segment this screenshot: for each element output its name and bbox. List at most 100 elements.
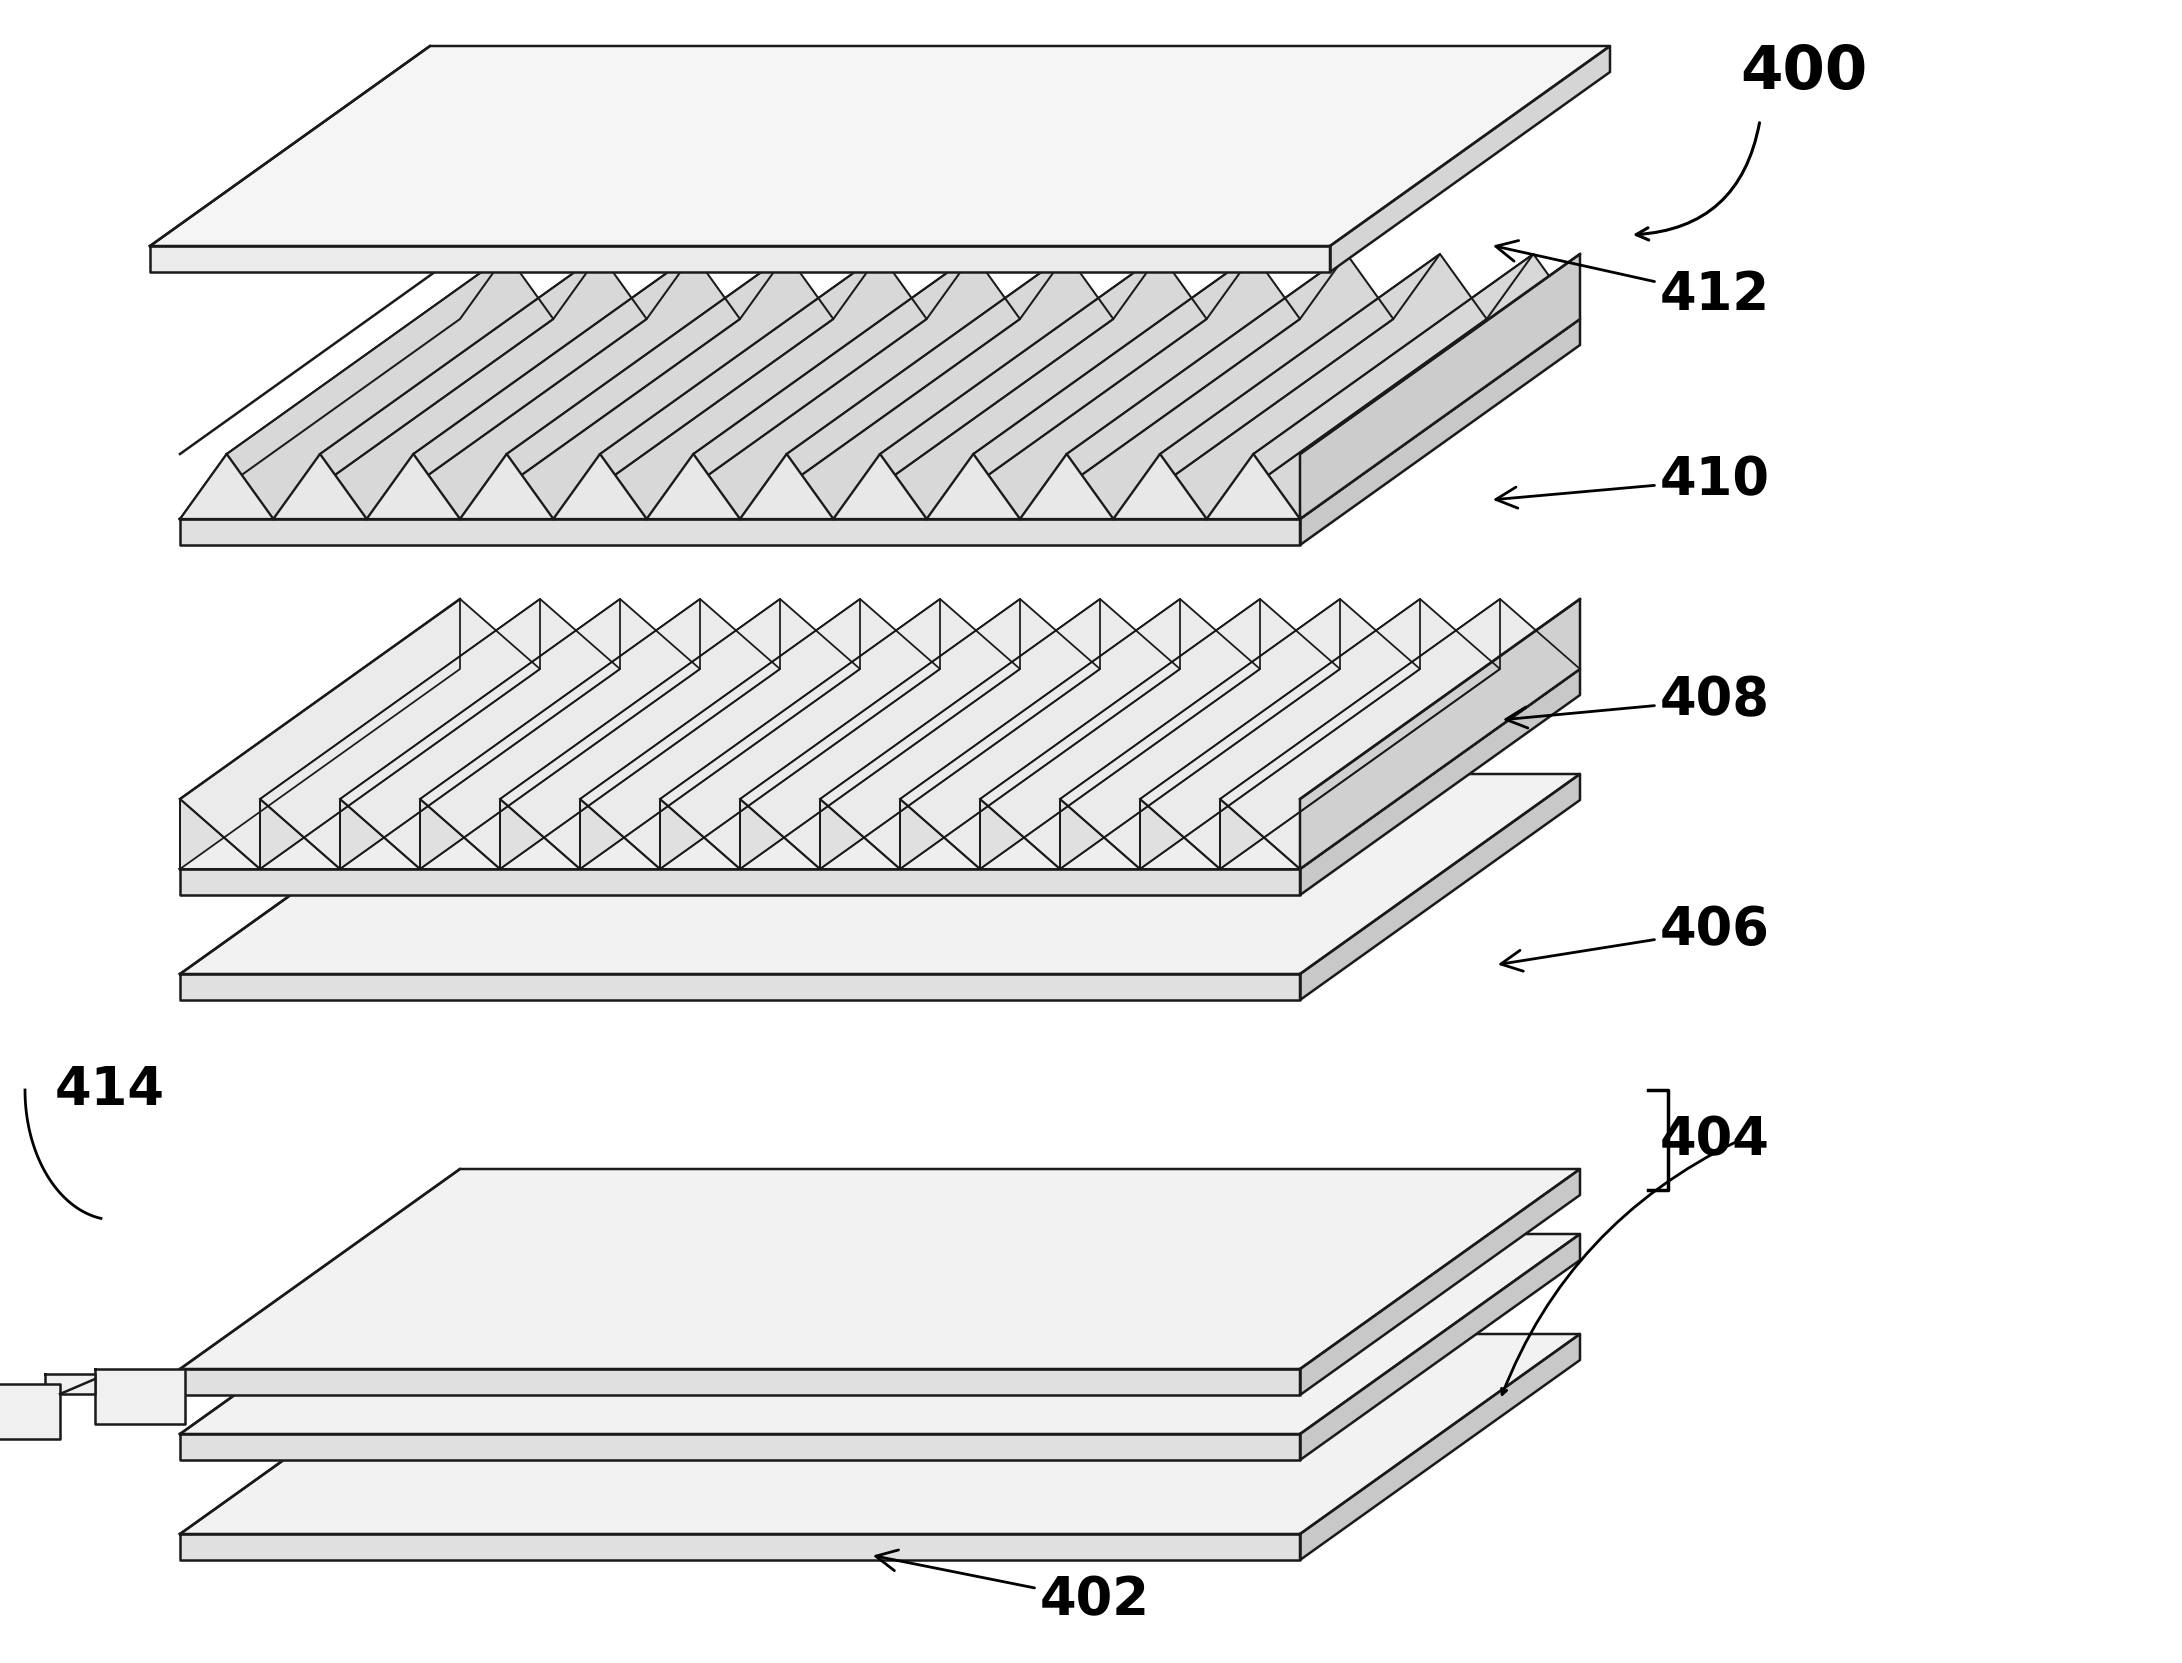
Polygon shape bbox=[1019, 599, 1100, 669]
Polygon shape bbox=[179, 1169, 1580, 1369]
Polygon shape bbox=[1252, 254, 1580, 519]
Text: 410: 410 bbox=[1497, 454, 1770, 509]
Polygon shape bbox=[973, 254, 1300, 519]
Polygon shape bbox=[1499, 599, 1580, 669]
Polygon shape bbox=[1100, 599, 1180, 669]
Polygon shape bbox=[506, 254, 834, 519]
Polygon shape bbox=[1161, 254, 1486, 519]
Polygon shape bbox=[927, 254, 1252, 519]
Polygon shape bbox=[980, 798, 1060, 870]
Polygon shape bbox=[646, 254, 973, 519]
Polygon shape bbox=[1139, 798, 1220, 870]
Polygon shape bbox=[340, 798, 419, 870]
Polygon shape bbox=[694, 254, 1019, 519]
Polygon shape bbox=[321, 254, 646, 519]
Polygon shape bbox=[96, 1369, 185, 1424]
Polygon shape bbox=[367, 454, 460, 519]
Polygon shape bbox=[419, 599, 779, 870]
Polygon shape bbox=[1331, 47, 1610, 273]
Polygon shape bbox=[1060, 798, 1139, 870]
Polygon shape bbox=[340, 599, 620, 870]
Polygon shape bbox=[151, 47, 1610, 246]
Polygon shape bbox=[500, 798, 580, 870]
Polygon shape bbox=[1019, 454, 1113, 519]
Polygon shape bbox=[419, 599, 700, 870]
Polygon shape bbox=[1060, 599, 1340, 870]
Polygon shape bbox=[899, 599, 1259, 870]
Polygon shape bbox=[179, 798, 260, 870]
Polygon shape bbox=[779, 599, 860, 669]
Polygon shape bbox=[0, 1384, 59, 1438]
Polygon shape bbox=[412, 254, 740, 519]
Polygon shape bbox=[179, 1533, 1300, 1560]
Polygon shape bbox=[700, 599, 779, 669]
Polygon shape bbox=[1220, 599, 1499, 870]
Polygon shape bbox=[1220, 798, 1300, 870]
Polygon shape bbox=[179, 773, 1580, 975]
Polygon shape bbox=[179, 599, 460, 870]
Polygon shape bbox=[179, 1334, 1580, 1533]
Text: 400: 400 bbox=[1739, 43, 1868, 101]
Polygon shape bbox=[179, 1234, 1580, 1434]
Text: 408: 408 bbox=[1506, 674, 1770, 728]
Polygon shape bbox=[554, 454, 646, 519]
Polygon shape bbox=[600, 254, 927, 519]
Polygon shape bbox=[179, 454, 273, 519]
Polygon shape bbox=[1139, 599, 1499, 870]
Polygon shape bbox=[1420, 599, 1499, 669]
Polygon shape bbox=[340, 599, 700, 870]
Polygon shape bbox=[659, 599, 1019, 870]
Polygon shape bbox=[1300, 669, 1580, 895]
Polygon shape bbox=[980, 599, 1259, 870]
Polygon shape bbox=[1300, 1234, 1580, 1460]
Polygon shape bbox=[980, 599, 1340, 870]
Polygon shape bbox=[899, 798, 980, 870]
Polygon shape bbox=[860, 599, 940, 669]
Polygon shape bbox=[1300, 1334, 1580, 1560]
Polygon shape bbox=[554, 254, 879, 519]
Polygon shape bbox=[580, 798, 659, 870]
Polygon shape bbox=[179, 319, 1580, 519]
Polygon shape bbox=[460, 599, 539, 669]
Polygon shape bbox=[788, 254, 1113, 519]
Polygon shape bbox=[179, 254, 506, 519]
Polygon shape bbox=[367, 254, 694, 519]
Polygon shape bbox=[179, 975, 1300, 999]
Polygon shape bbox=[1180, 599, 1259, 669]
Polygon shape bbox=[820, 599, 1180, 870]
Polygon shape bbox=[1340, 599, 1420, 669]
Polygon shape bbox=[179, 669, 1580, 870]
Polygon shape bbox=[460, 454, 554, 519]
Polygon shape bbox=[1207, 254, 1534, 519]
Polygon shape bbox=[1067, 254, 1394, 519]
Polygon shape bbox=[1300, 599, 1580, 870]
Polygon shape bbox=[151, 246, 1331, 273]
Polygon shape bbox=[740, 599, 1019, 870]
Polygon shape bbox=[834, 254, 1161, 519]
Polygon shape bbox=[1220, 599, 1580, 870]
Polygon shape bbox=[940, 599, 1019, 669]
Polygon shape bbox=[1019, 254, 1346, 519]
Text: 402: 402 bbox=[875, 1550, 1150, 1626]
Polygon shape bbox=[659, 798, 740, 870]
Polygon shape bbox=[179, 870, 1300, 895]
Polygon shape bbox=[899, 599, 1180, 870]
Polygon shape bbox=[1060, 599, 1420, 870]
Polygon shape bbox=[539, 599, 620, 669]
Polygon shape bbox=[500, 599, 860, 870]
Polygon shape bbox=[879, 254, 1207, 519]
Polygon shape bbox=[179, 1434, 1300, 1460]
Polygon shape bbox=[273, 254, 600, 519]
Polygon shape bbox=[1300, 254, 1580, 519]
Polygon shape bbox=[740, 254, 1067, 519]
Polygon shape bbox=[1300, 319, 1580, 545]
Polygon shape bbox=[260, 798, 340, 870]
Polygon shape bbox=[580, 599, 860, 870]
Polygon shape bbox=[260, 599, 539, 870]
Polygon shape bbox=[927, 454, 1019, 519]
Polygon shape bbox=[500, 599, 779, 870]
Polygon shape bbox=[1300, 1169, 1580, 1395]
Polygon shape bbox=[834, 454, 927, 519]
Polygon shape bbox=[179, 1369, 1300, 1395]
Polygon shape bbox=[46, 1374, 96, 1394]
